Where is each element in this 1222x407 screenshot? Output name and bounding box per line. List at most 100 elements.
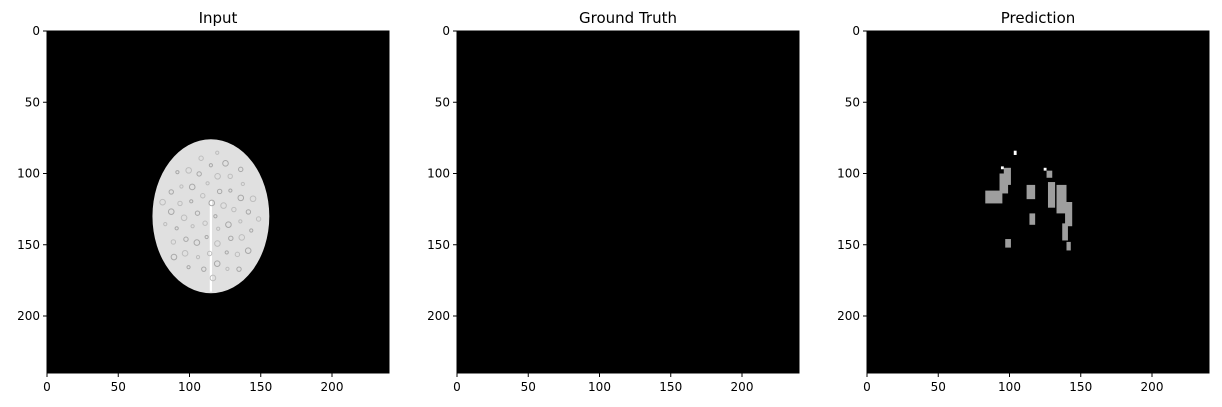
brain-texture [179, 184, 184, 189]
brain-texture [167, 208, 175, 215]
brain-texture [183, 236, 189, 242]
x-tick-label: 150 [1069, 380, 1092, 394]
brain-texture [213, 260, 221, 267]
brain-texture [206, 250, 213, 257]
region-left-cluster [985, 190, 1003, 204]
brain-texture [255, 216, 262, 222]
region-white-spot-2 [1013, 150, 1017, 155]
region-right-bottom [1066, 241, 1071, 251]
brain-texture [224, 250, 229, 255]
brain-texture [195, 255, 201, 260]
brain-texture [201, 266, 207, 272]
panel-title: Input [199, 9, 238, 27]
brain-texture [194, 210, 201, 216]
brain-texture [216, 188, 223, 195]
y-tick-label: 0 [442, 24, 450, 38]
x-tick-label: 0 [43, 380, 51, 394]
x-tick-label: 0 [863, 380, 871, 394]
brain-texture [249, 228, 254, 233]
brain-texture [204, 234, 209, 240]
region-right-stalk [1047, 182, 1056, 208]
brain-texture [202, 220, 208, 226]
brain-texture [190, 224, 195, 229]
brain-texture [225, 266, 230, 271]
brain-texture [227, 173, 233, 179]
region-bottom-left [1005, 239, 1011, 248]
x-tick-label: 0 [453, 380, 461, 394]
panel-input: Input 0 50 100 150 200 0 50 100 150 200 [17, 9, 390, 394]
region-left-mid [1003, 167, 1011, 185]
axes-frame [456, 30, 800, 374]
brain-texture [228, 188, 233, 193]
y-tick-label: 50 [845, 95, 860, 109]
brain-texture [220, 202, 227, 209]
brain-texture [238, 166, 244, 173]
brain-texture [225, 221, 232, 228]
brain-texture [200, 193, 206, 199]
brain-texture [188, 183, 196, 191]
x-tick-label: 50 [931, 380, 946, 394]
brain-texture [236, 266, 242, 272]
brain-texture [244, 247, 252, 254]
brain-texture [228, 235, 234, 241]
brain-texture [234, 251, 241, 258]
brain-texture [238, 219, 243, 224]
y-tick-label: 50 [25, 95, 40, 109]
panel-prediction: Prediction 0 50 100 150 200 0 50 100 150 200 [837, 9, 1210, 394]
x-tick-label: 150 [659, 380, 682, 394]
brain-texture [163, 222, 168, 227]
brain-texture [170, 253, 178, 261]
brain-texture [170, 239, 177, 245]
y-tick-label: 0 [32, 24, 40, 38]
y-tick-label: 150 [837, 238, 860, 252]
region-white-spot-3 [1043, 167, 1047, 171]
region-white-spot-1 [1000, 166, 1004, 170]
y-tick-label: 50 [435, 95, 450, 109]
brain-texture [185, 167, 192, 174]
y-tick-label: 150 [427, 238, 450, 252]
image-area [867, 31, 1209, 373]
brain-texture [198, 155, 204, 161]
axes-frame [46, 30, 390, 374]
panel-title: Prediction [1001, 9, 1076, 27]
x-tick-label: 200 [731, 380, 754, 394]
region-center-low [1029, 213, 1036, 225]
region-right-main [1056, 184, 1067, 214]
brain-texture [214, 240, 221, 247]
brain-texture [196, 171, 202, 177]
brain-texture [231, 206, 237, 213]
y-tick-label: 100 [837, 167, 860, 181]
brain-texture [189, 199, 194, 204]
brain-texture [213, 214, 218, 219]
brain-texture [208, 163, 213, 168]
panel-title: Ground Truth [579, 9, 677, 27]
image-area [457, 31, 799, 373]
x-tick-label: 100 [588, 380, 611, 394]
region-right-top [1046, 170, 1053, 178]
y-tick-label: 200 [17, 309, 40, 323]
y-tick-label: 200 [427, 309, 450, 323]
y-tick-label: 200 [837, 309, 860, 323]
brain-texture [174, 226, 179, 231]
x-tick-label: 100 [998, 380, 1021, 394]
axes-frame [866, 30, 1210, 374]
region-center-blob [1026, 184, 1036, 200]
brain-texture [238, 234, 246, 241]
y-tick-label: 150 [17, 238, 40, 252]
brain-texture [216, 226, 221, 231]
x-tick-label: 200 [321, 380, 344, 394]
x-tick-label: 50 [111, 380, 126, 394]
brain-texture [175, 170, 180, 175]
y-tick-label: 100 [427, 167, 450, 181]
panel-ground-truth: Ground Truth 0 50 100 150 200 0 50 100 150 200 [427, 9, 800, 394]
region-right-lower [1065, 202, 1073, 227]
brain-texture [168, 189, 174, 195]
brain-texture [177, 200, 183, 207]
brain-texture [215, 150, 220, 155]
x-tick-label: 100 [178, 380, 201, 394]
y-tick-label: 100 [17, 167, 40, 181]
brain-texture [180, 214, 188, 222]
brain-texture [249, 195, 257, 203]
brain-texture [186, 265, 191, 270]
brain-texture [214, 172, 221, 180]
